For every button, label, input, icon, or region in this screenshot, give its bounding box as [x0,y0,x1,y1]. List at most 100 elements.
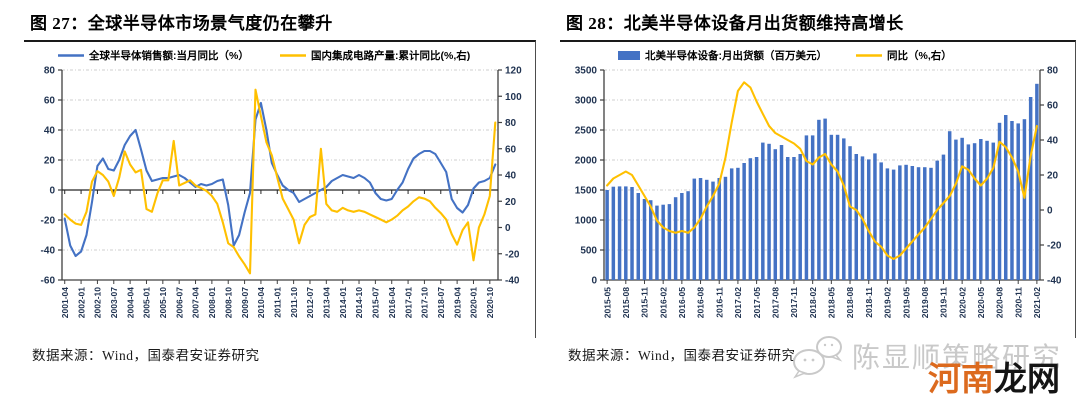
svg-text:20: 20 [44,156,56,167]
axis-labels: -60 -40 -20 0 20 40 60 80 -40 -20 0 20 40 60 80 100 120 2… [41,66,523,319]
svg-text:2017-08: 2017-08 [770,287,780,318]
svg-text:2014-10: 2014-10 [354,287,364,318]
svg-text:-20: -20 [1047,241,1062,252]
bars-0 [605,83,1039,281]
line-1 [63,88,497,275]
series [63,88,497,275]
svg-text:2001-04: 2001-04 [60,287,70,318]
svg-text:2016-02: 2016-02 [658,287,668,318]
svg-text:2020-08: 2020-08 [995,287,1005,318]
svg-text:2014-01: 2014-01 [338,287,348,318]
svg-text:2003-07: 2003-07 [109,287,119,318]
legend: 北美半导体设备:月出货额（百万美元） 同比（%,右） [618,49,952,62]
svg-text:2015-05: 2015-05 [602,287,612,318]
svg-text:-40: -40 [41,246,56,257]
svg-text:2019-08: 2019-08 [920,287,930,318]
svg-text:2016-04: 2016-04 [387,287,397,318]
svg-text:120: 120 [505,66,522,77]
svg-text:2018-05: 2018-05 [827,287,837,318]
svg-text:0: 0 [49,186,55,197]
svg-text:2004-04: 2004-04 [125,287,135,318]
svg-text:2002-01: 2002-01 [76,287,86,318]
svg-text:3500: 3500 [575,66,598,77]
svg-text:2019-05: 2019-05 [901,287,911,318]
svg-text:20: 20 [1047,171,1059,182]
svg-text:-20: -20 [505,249,520,260]
svg-text:80: 80 [505,118,517,129]
figure-27-title: 图 27：全球半导体市场景气度仍在攀升 [30,14,333,33]
svg-text:-40: -40 [1047,276,1062,287]
svg-text:60: 60 [44,96,56,107]
svg-text:500: 500 [580,246,597,257]
svg-text:0: 0 [505,223,511,234]
svg-text:国内集成电路产量:累计同比(%,右): 国内集成电路产量:累计同比(%,右) [311,49,470,62]
figure-27: 图 27：全球半导体市场景气度仍在攀升 -60 -40 -20 0 20 40 60 80 -4… [24,6,536,364]
svg-text:2016-11: 2016-11 [714,287,724,318]
svg-text:2007-04: 2007-04 [191,287,201,318]
watermark-site-orange: 河南 [928,360,994,397]
svg-text:2005-10: 2005-10 [158,287,168,318]
svg-text:-20: -20 [41,216,56,227]
svg-text:2002-10: 2002-10 [93,287,103,318]
svg-text:2019-04: 2019-04 [452,287,462,318]
svg-text:2021-02: 2021-02 [1032,287,1042,318]
svg-text:全球半导体销售额:当月同比（%）: 全球半导体销售额:当月同比（%） [88,49,249,62]
svg-text:2020-01: 2020-01 [469,287,479,318]
svg-text:2008-10: 2008-10 [223,287,233,318]
svg-text:2015-11: 2015-11 [640,287,650,318]
svg-text:2016-08: 2016-08 [696,287,706,318]
legend: 全球半导体销售额:当月同比（%） 国内集成电路产量:累计同比(%,右) [58,49,470,62]
figure-28-title: 图 28：北美半导体设备月出货额维持高增长 [566,14,904,33]
svg-text:60: 60 [1047,101,1059,112]
svg-text:-40: -40 [505,276,520,287]
svg-text:20: 20 [505,197,517,208]
svg-text:2018-02: 2018-02 [808,287,818,318]
svg-text:1000: 1000 [575,216,598,227]
svg-text:2500: 2500 [575,126,598,137]
svg-text:2012-07: 2012-07 [305,287,315,318]
axes [600,69,1044,284]
svg-text:2019-02: 2019-02 [883,287,893,318]
svg-text:同比（%,右）: 同比（%,右） [887,49,952,62]
figure-27-source: 数据来源：Wind，国泰君安证券研究 [32,348,260,363]
axes [58,69,502,284]
svg-text:2020-11: 2020-11 [1013,287,1023,318]
svg-text:80: 80 [1047,66,1059,77]
svg-text:2011-01: 2011-01 [272,287,282,318]
wechat-bubbles-icon [793,336,843,379]
svg-text:2019-11: 2019-11 [939,287,949,318]
svg-text:2010-04: 2010-04 [256,287,266,318]
svg-text:2020-02: 2020-02 [957,287,967,318]
figure-27-chart-cell: -60 -40 -20 0 20 40 60 80 -40 -20 0 20 40 60 80 100 120 2… [24,40,536,338]
figure-28-source: 数据来源：Wind，国泰君安证券研究 [568,348,796,363]
svg-text:2017-10: 2017-10 [420,287,430,318]
svg-text:2015-08: 2015-08 [621,287,631,318]
svg-text:2006-07: 2006-07 [174,287,184,318]
series [605,81,1039,281]
svg-text:40: 40 [44,126,56,137]
svg-text:2017-05: 2017-05 [752,287,762,318]
svg-text:40: 40 [1047,136,1059,147]
svg-text:2018-11: 2018-11 [864,287,874,318]
axis-labels: 0 500 1000 1500 2000 2500 3000 3500 -40 -20 0 20 40 6… [575,66,1062,319]
svg-text:0: 0 [1047,206,1053,217]
svg-text:2017-11: 2017-11 [789,287,799,318]
svg-text:0: 0 [591,276,597,287]
line-0 [63,101,497,258]
svg-text:北美半导体设备:月出货额（百万美元）: 北美半导体设备:月出货额（百万美元） [645,49,827,62]
figure-28-chart-cell: 0 500 1000 1500 2000 2500 3000 3500 -40 -20 0 20 40 6… [560,40,1076,338]
watermark-author-text: 陈显顺策略研究 [852,342,1063,373]
svg-text:2016-05: 2016-05 [677,287,687,318]
svg-text:60: 60 [505,144,517,155]
svg-text:2015-07: 2015-07 [371,287,381,318]
svg-text:-60: -60 [41,276,56,287]
svg-text:3000: 3000 [575,96,598,107]
watermark-site-black: 龙网 [994,360,1060,397]
svg-text:100: 100 [505,92,522,103]
svg-text:2018-08: 2018-08 [845,287,855,318]
svg-text:2020-05: 2020-05 [976,287,986,318]
figure-28: 图 28：北美半导体设备月出货额维持高增长 0 500 1000 1500 2000 25… [560,6,1076,364]
global-semiconductor-sales-line-chart: -60 -40 -20 0 20 40 60 80 -40 -20 0 20 40 60 80 100 120 2… [41,49,523,319]
watermark-site-text: 河南龙网 [928,352,1060,400]
